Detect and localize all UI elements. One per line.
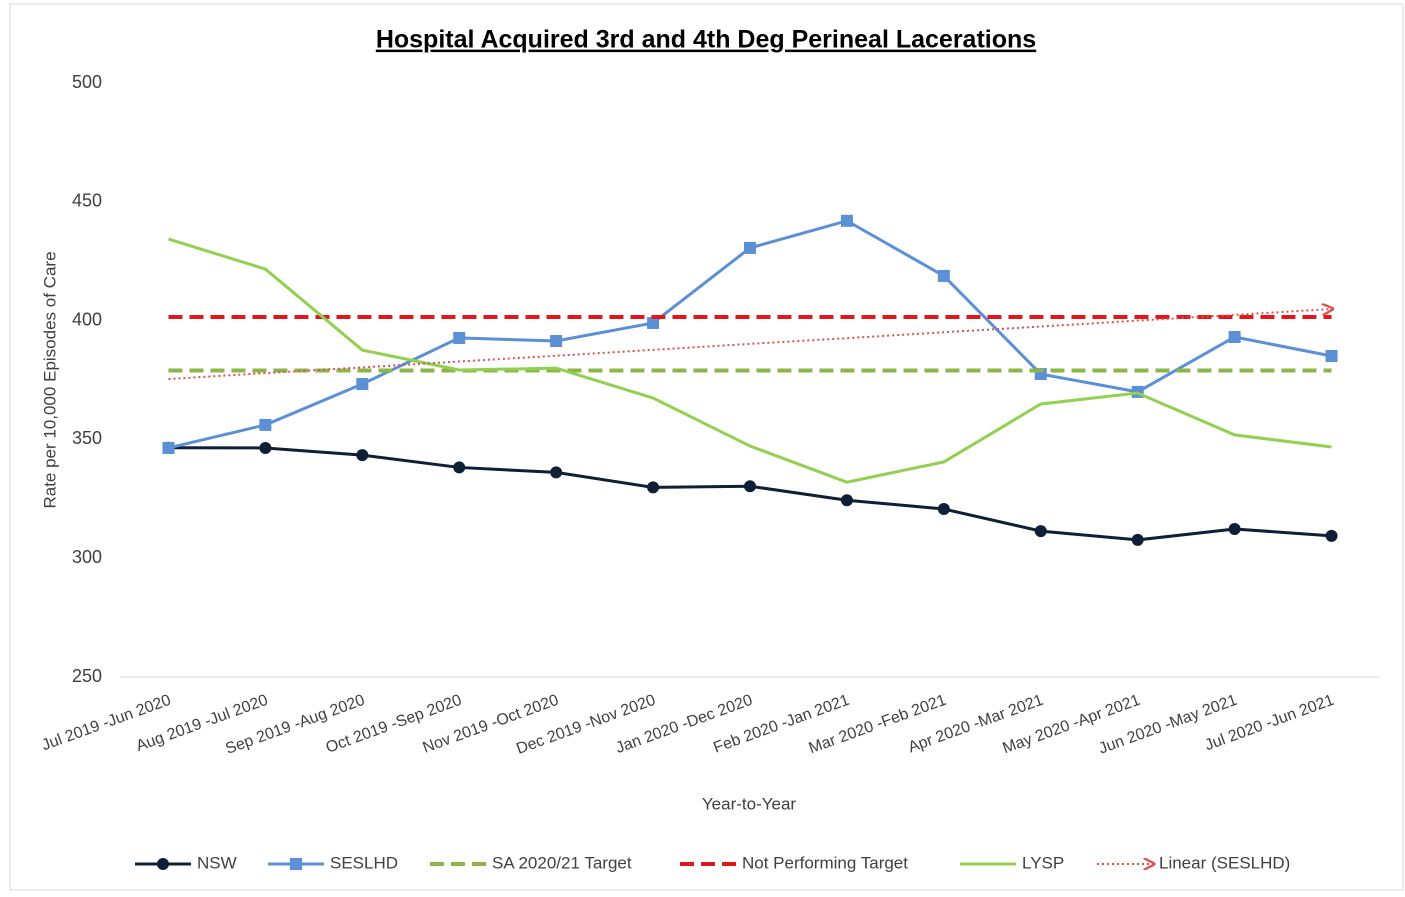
point xyxy=(259,418,272,431)
legend-label: SA 2020/21 Target xyxy=(492,853,632,872)
point xyxy=(1228,330,1241,343)
y-tick-label: 450 xyxy=(72,191,102,211)
point xyxy=(259,441,272,454)
point xyxy=(1325,350,1338,363)
point xyxy=(162,441,175,454)
x-axis-label: Year-to-Year xyxy=(702,794,797,813)
point xyxy=(1228,522,1241,535)
legend-label: LYSP xyxy=(1022,853,1064,872)
legend-label: NSW xyxy=(197,853,237,872)
point xyxy=(356,378,369,391)
point xyxy=(647,316,660,329)
point xyxy=(840,214,853,227)
point xyxy=(356,449,369,462)
point xyxy=(453,331,466,344)
legend-label: Not Performing Target xyxy=(742,853,908,872)
point xyxy=(647,481,660,494)
series-line xyxy=(168,237,1332,484)
point xyxy=(840,494,853,507)
point xyxy=(1034,525,1047,538)
point xyxy=(937,269,950,282)
legend-label: SESLHD xyxy=(330,853,398,872)
legend-marker xyxy=(290,858,302,870)
legend-label: Linear (SESLHD) xyxy=(1159,853,1290,872)
point xyxy=(937,503,950,516)
point xyxy=(1131,533,1144,546)
point xyxy=(550,466,563,479)
point xyxy=(453,461,466,474)
series-line xyxy=(168,309,1331,381)
y-tick-label: 500 xyxy=(72,72,102,92)
point xyxy=(1325,529,1338,542)
point xyxy=(744,480,756,493)
chart-title: Hospital Acquired 3rd and 4th Deg Perine… xyxy=(376,26,1036,54)
legend-marker xyxy=(157,858,169,870)
point xyxy=(550,335,563,348)
point xyxy=(744,241,756,254)
y-tick-label: 250 xyxy=(72,666,102,686)
y-tick-label: 400 xyxy=(72,309,102,329)
y-tick-label: 350 xyxy=(72,428,102,448)
y-tick-label: 300 xyxy=(72,547,102,567)
y-axis-label: Rate per 10,000 Episodes of Care xyxy=(40,251,59,508)
